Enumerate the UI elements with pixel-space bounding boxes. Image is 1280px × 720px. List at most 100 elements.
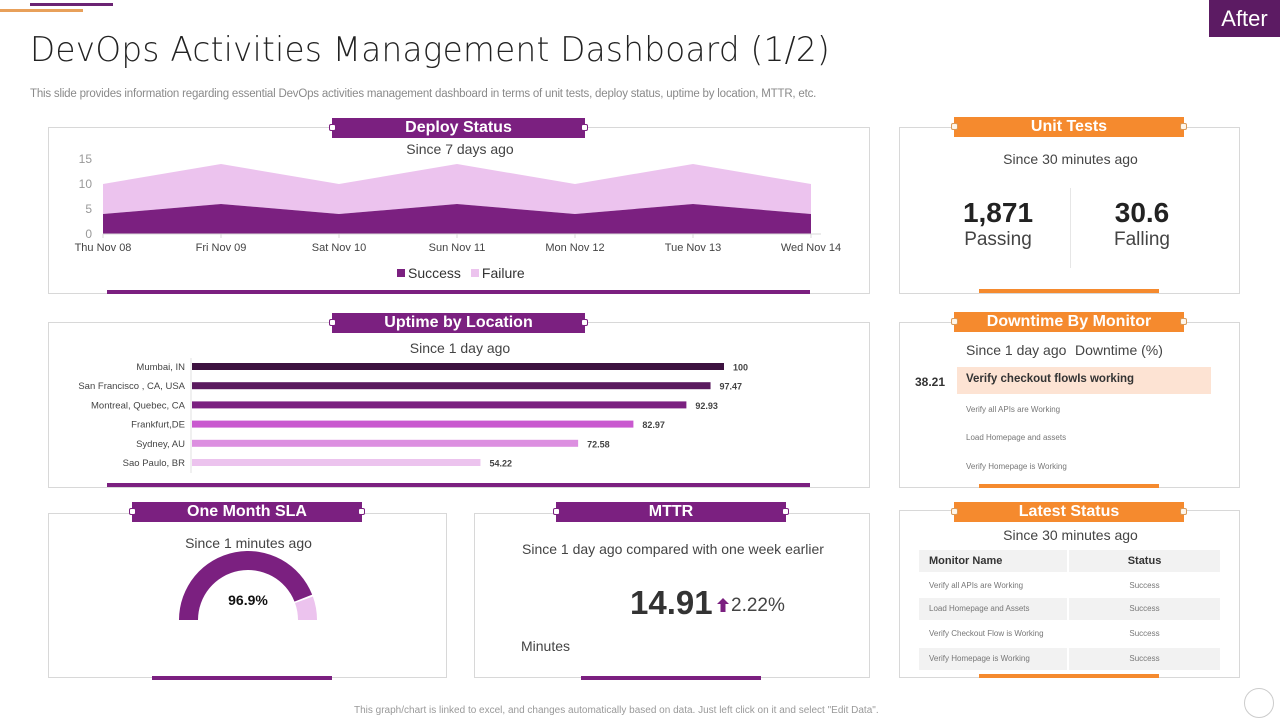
legend-failure-label: Failure: [481, 265, 525, 281]
uptime-category-label: Sydney, AU: [136, 439, 185, 450]
x-tick-label: Thu Nov 08: [75, 242, 132, 254]
success-area: [103, 204, 811, 234]
page-subtitle: This slide provides information regardin…: [30, 88, 817, 100]
downtime-footer-bar: [979, 484, 1159, 488]
sla-header: One Month SLA: [129, 502, 365, 522]
mttr-footer-bar: [581, 676, 761, 680]
downtime-header: Downtime By Monitor: [951, 312, 1187, 332]
after-badge: After: [1209, 0, 1280, 37]
x-tick-label: Fri Nov 09: [196, 242, 247, 254]
downtime-top-item[interactable]: Verify checkout flowIs working: [957, 367, 1211, 394]
uptime-category-label: Montreal, Quebec, CA: [91, 400, 186, 411]
latest-status-panel: Since 30 minutes ago Monitor Name Status…: [899, 510, 1240, 678]
uptime-bar: [192, 459, 481, 466]
header-knob-right: [581, 124, 588, 131]
downtime-column-header: Downtime (%): [1075, 342, 1163, 358]
header-knob-left: [951, 508, 958, 515]
uptime-bar: [192, 420, 634, 428]
status-row-status: Success: [1069, 598, 1220, 620]
failing-label: Falling: [1114, 229, 1170, 250]
deploy-status-since: Since 7 days ago: [406, 141, 514, 157]
y-tick-label: 15: [79, 152, 93, 166]
header-knob-right: [782, 508, 789, 515]
uptime-chart[interactable]: Mumbai, IN 100 San Francisco , CA, USA 97.4…: [49, 323, 871, 489]
mttr-change: 2.22%: [731, 595, 785, 616]
uptime-bar: [192, 401, 687, 409]
mttr-unit: Minutes: [521, 638, 571, 654]
sla-value: 96.9%: [228, 592, 268, 608]
deploy-status-header: Deploy Status: [329, 118, 588, 138]
uptime-bar: [192, 439, 579, 447]
unit-tests-header: Unit Tests: [951, 117, 1187, 137]
downtime-top-item-label: Verify checkout flowIs working: [966, 373, 1135, 385]
status-row-status: Success: [1129, 581, 1160, 590]
unit-tests-panel: Since 30 minutes ago 1,871 Passing 30.6 …: [899, 127, 1240, 294]
mttr-since: Since 1 day ago compared with one week e…: [522, 541, 824, 557]
mttr-header: MTTR: [553, 502, 789, 522]
legend-success-swatch: [397, 269, 405, 277]
uptime-footer-bar: [107, 483, 810, 487]
header-knob-right: [358, 508, 365, 515]
deploy-status-footer-bar: [107, 290, 810, 294]
unit-tests-footer-bar: [979, 289, 1159, 293]
status-table-header-name: Monitor Name: [919, 550, 1067, 572]
legend-success[interactable]: Success: [397, 265, 461, 281]
deploy-status-chart[interactable]: 0 5 10 15 Thu Nov 08 Fri Nov 09 Sat Nov 10 Sun …: [49, 128, 871, 295]
decorative-bar-orange: [0, 9, 83, 12]
latest-status-title: Latest Status: [1018, 503, 1120, 520]
sla-since: Since 1 minutes ago: [185, 535, 312, 551]
y-tick-label: 0: [85, 227, 92, 241]
mttr-value: 14.91: [630, 584, 713, 621]
passing-label: Passing: [964, 229, 1032, 250]
deploy-status-panel: 0 5 10 15 Thu Nov 08 Fri Nov 09 Sat Nov 10 Sun …: [48, 127, 870, 294]
header-knob-left: [951, 318, 958, 325]
header-knob-right: [1180, 508, 1187, 515]
deploy-status-title: Deploy Status: [405, 119, 512, 136]
downtime-item[interactable]: Verify Homepage is Working: [966, 462, 1067, 471]
uptime-header: Uptime by Location: [329, 313, 588, 333]
sla-gauge-remainder: [295, 596, 317, 620]
header-knob-left: [329, 124, 336, 131]
x-tick-label: Tue Nov 13: [665, 242, 721, 254]
uptime-bar: [192, 382, 711, 390]
downtime-title: Downtime By Monitor: [986, 313, 1152, 330]
legend-failure-swatch: [470, 269, 479, 277]
latest-status-header: Latest Status: [951, 502, 1187, 522]
sla-footer-bar: [152, 676, 332, 680]
downtime-item[interactable]: Verify all APIs are Working: [966, 405, 1061, 414]
failure-area: [103, 164, 811, 214]
uptime-value-label: 72.58: [587, 439, 610, 449]
arrow-up-icon: [717, 598, 729, 612]
sla-title: One Month SLA: [187, 503, 307, 520]
unit-tests-divider: [1070, 188, 1071, 268]
status-row-name: Verify all APIs are Working: [929, 581, 1024, 590]
x-tick-label: Sat Nov 10: [312, 242, 366, 254]
uptime-value-label: 92.93: [695, 401, 718, 411]
deploy-status-legend: Success Failure: [397, 265, 525, 281]
x-tick-label: Mon Nov 12: [545, 242, 604, 254]
uptime-value-label: 100: [733, 363, 748, 373]
passing-value: 1,871: [962, 197, 1034, 228]
unit-tests-since: Since 30 minutes ago: [1003, 151, 1138, 167]
downtime-since: Since 1 day ago: [966, 342, 1067, 358]
slide-nav-button[interactable]: [1244, 688, 1274, 718]
sla-panel: Since 1 minutes ago 96.9%: [48, 513, 448, 680]
uptime-bar: [192, 363, 724, 370]
status-table: Monitor Name Status Verify all APIs are …: [919, 550, 1221, 672]
downtime-panel: Since 1 day ago Downtime (%) 38.21 Verif…: [899, 322, 1240, 488]
status-row-status: Success: [1069, 648, 1220, 670]
status-row-name: Load Homepage and Assets: [919, 598, 1067, 620]
mttr-title: MTTR: [648, 503, 694, 520]
status-row-name: Verify Checkout Flow is Working: [929, 629, 1044, 638]
legend-failure[interactable]: Failure: [470, 265, 525, 281]
uptime-value-label: 54.22: [489, 459, 512, 469]
uptime-category-label: Mumbai, IN: [136, 362, 185, 373]
header-knob-right: [1180, 318, 1187, 325]
header-knob-left: [553, 508, 560, 515]
legend-success-label: Success: [408, 265, 461, 281]
mttr-panel: Since 1 day ago compared with one week e…: [474, 513, 870, 680]
downtime-top-value: 38.21: [915, 375, 946, 389]
downtime-item[interactable]: Load Homepage and assets: [966, 433, 1067, 442]
sla-gauge[interactable]: [49, 514, 448, 679]
uptime-panel: Mumbai, IN 100 San Francisco , CA, USA 97.4…: [48, 322, 870, 488]
